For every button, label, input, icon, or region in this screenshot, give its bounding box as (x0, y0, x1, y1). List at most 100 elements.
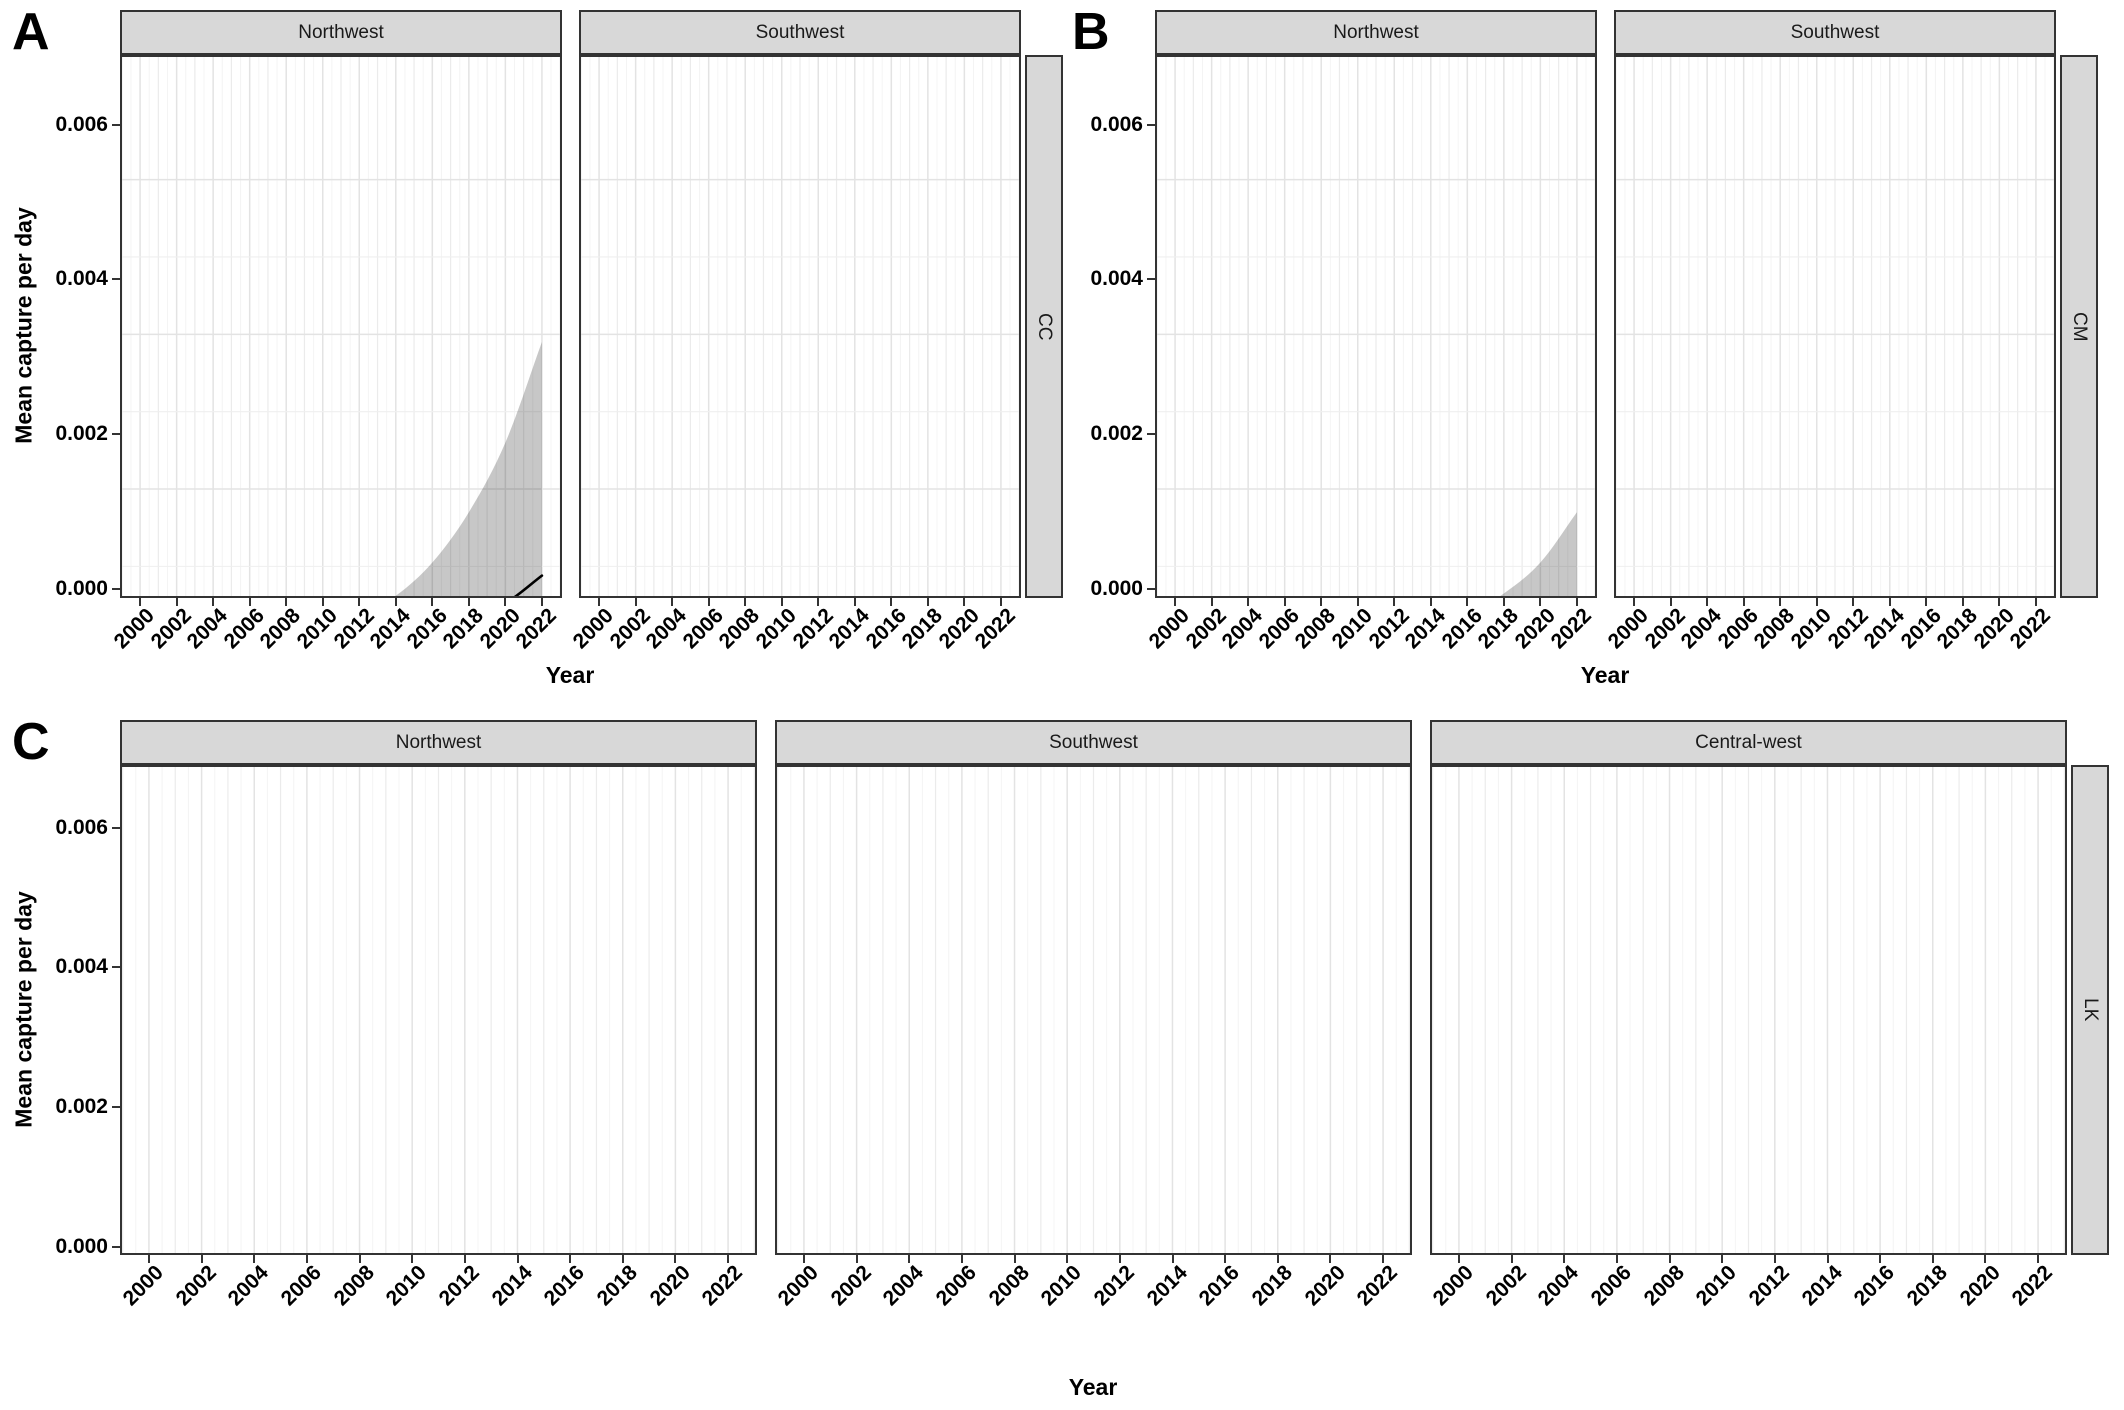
x-tick (855, 1255, 858, 1263)
panel-border (1155, 55, 1597, 598)
x-tick (1118, 1255, 1121, 1263)
x-tick (727, 1255, 729, 1263)
x-tick (463, 1255, 466, 1263)
gridlines (1432, 765, 2065, 1255)
facet-strip-northwest: Northwest (120, 10, 562, 55)
facet-strip-southwest: Southwest (775, 720, 1412, 765)
x-tick (212, 598, 215, 606)
x-tick (1013, 1255, 1016, 1263)
y-tick (112, 826, 120, 829)
y-tick-label: 0.006 (55, 815, 108, 839)
x-tick (1210, 598, 1213, 606)
x-tick (139, 598, 142, 606)
facet-strip-label: Southwest (1049, 731, 1138, 753)
y-tick (112, 278, 120, 281)
species-strip-label: CM (2069, 311, 2090, 342)
facet-strip-central-west: Central-west (1430, 720, 2067, 765)
x-tick (1931, 1255, 1934, 1263)
x-tick (200, 1255, 203, 1263)
x-tick (780, 598, 783, 606)
species-strip-cc: CC (1025, 55, 1063, 598)
x-tick (1888, 598, 1891, 606)
y-tick (1147, 123, 1155, 126)
facet-plot-A-southwest (579, 55, 1021, 598)
x-tick (707, 598, 710, 606)
x-tick (890, 598, 893, 606)
x-tick (1276, 1255, 1279, 1263)
panel-border (1430, 765, 2067, 1255)
y-tick-label: 0.004 (55, 267, 108, 291)
x-tick (1502, 598, 1505, 606)
y-tick-label: 0.006 (1090, 112, 1143, 136)
facet-plot-B-southwest (1614, 55, 2056, 598)
gridlines (120, 55, 562, 598)
x-tick (853, 598, 856, 606)
x-tick (1382, 1255, 1384, 1263)
x-tick (1429, 598, 1432, 606)
x-axis-title-panel-b: Year (1580, 662, 1630, 688)
x-tick (358, 1255, 361, 1263)
x-tick (1961, 598, 1964, 606)
x-tick (1984, 1255, 1987, 1263)
x-tick (1539, 598, 1542, 606)
x-tick (1773, 1255, 1776, 1263)
x-tick (671, 598, 674, 606)
facet-plot-B-northwest (1155, 55, 1597, 598)
x-tick (817, 598, 820, 606)
x-tick (1669, 598, 1672, 606)
x-tick (1563, 1255, 1566, 1263)
x-tick (394, 598, 397, 606)
panel-border (1614, 55, 2056, 598)
x-tick (504, 598, 507, 606)
panel-c-letter: C (12, 713, 50, 771)
x-tick (744, 598, 747, 606)
x-tick (175, 598, 178, 606)
gridlines (579, 55, 1021, 598)
x-tick (908, 1255, 911, 1263)
x-tick (1998, 598, 2001, 606)
ci-ribbon (1497, 512, 1577, 598)
x-tick (1247, 598, 1250, 606)
y-tick (1147, 433, 1155, 435)
facet-strip-label: Central-west (1695, 731, 1802, 753)
x-tick (621, 1255, 624, 1263)
x-tick (358, 598, 361, 606)
y-tick (112, 966, 120, 969)
x-tick (431, 598, 434, 606)
facet-strip-label: Northwest (395, 731, 482, 753)
gridlines (1614, 55, 2056, 598)
x-tick (1174, 598, 1177, 606)
x-tick (1458, 1255, 1460, 1263)
x-axis-title-panel-c: Year (1068, 1374, 1118, 1400)
facet-strip-southwest: Southwest (579, 10, 1021, 55)
x-tick (305, 1255, 308, 1263)
facet-plot-C-northwest (120, 765, 757, 1255)
x-tick (1721, 1255, 1724, 1263)
x-tick (2037, 1255, 2039, 1263)
x-tick (1668, 1255, 1671, 1263)
species-strip-lk: LK (2071, 765, 2109, 1255)
x-tick (467, 598, 470, 606)
panel-border (120, 55, 562, 598)
facet-strip-label: Northwest (298, 21, 384, 43)
x-tick (1925, 598, 1928, 606)
x-tick (516, 1255, 519, 1263)
x-tick (285, 598, 288, 606)
y-tick-label: 0.000 (1090, 576, 1143, 600)
facet-plot-C-southwest (775, 765, 1412, 1255)
x-tick (674, 1255, 677, 1263)
y-tick (112, 1106, 120, 1108)
panel-b-letter: B (1072, 3, 1110, 61)
x-tick (148, 1255, 150, 1263)
x-tick (1283, 598, 1286, 606)
x-tick (1826, 1255, 1829, 1263)
facet-strip-label: Southwest (1790, 21, 1880, 43)
x-tick (634, 598, 637, 606)
y-tick-label: 0.006 (55, 112, 108, 136)
x-tick (1510, 1255, 1513, 1263)
x-tick (248, 598, 251, 606)
y-tick (1147, 278, 1155, 281)
x-tick (1224, 1255, 1227, 1263)
ci-ribbon (392, 342, 542, 598)
